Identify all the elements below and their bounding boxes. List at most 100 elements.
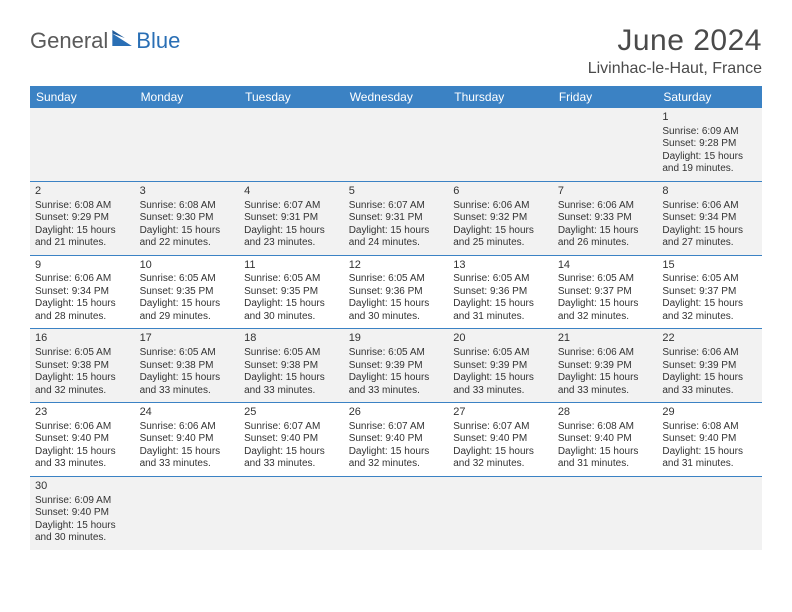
day-number: 10	[140, 259, 235, 273]
day-number: 8	[662, 185, 757, 199]
day-info-line: Sunset: 9:39 PM	[349, 360, 444, 373]
calendar-day-cell	[344, 108, 449, 181]
calendar-week-row: 1Sunrise: 6:09 AMSunset: 9:28 PMDaylight…	[30, 108, 762, 181]
day-info-line: Daylight: 15 hours	[558, 446, 653, 459]
day-info-line: Sunset: 9:38 PM	[35, 360, 130, 373]
day-info-line: and 33 minutes.	[35, 458, 130, 471]
day-info-line: Daylight: 15 hours	[35, 298, 130, 311]
calendar-day-cell: 10Sunrise: 6:05 AMSunset: 9:35 PMDayligh…	[135, 255, 240, 329]
day-info-line: and 30 minutes.	[35, 532, 130, 545]
day-info-line: Sunrise: 6:06 AM	[140, 421, 235, 434]
calendar-day-cell	[553, 108, 658, 181]
day-info-line: and 26 minutes.	[558, 237, 653, 250]
calendar-day-cell	[239, 476, 344, 549]
calendar-day-cell: 17Sunrise: 6:05 AMSunset: 9:38 PMDayligh…	[135, 329, 240, 403]
day-info-line: Daylight: 15 hours	[35, 446, 130, 459]
day-info-line: Daylight: 15 hours	[244, 225, 339, 238]
calendar-week-row: 2Sunrise: 6:08 AMSunset: 9:29 PMDaylight…	[30, 181, 762, 255]
calendar-day-cell	[239, 108, 344, 181]
calendar-day-cell: 2Sunrise: 6:08 AMSunset: 9:29 PMDaylight…	[30, 181, 135, 255]
day-number: 26	[349, 406, 444, 420]
calendar-day-cell: 24Sunrise: 6:06 AMSunset: 9:40 PMDayligh…	[135, 403, 240, 477]
day-number: 27	[453, 406, 548, 420]
day-info-line: and 27 minutes.	[662, 237, 757, 250]
day-info-line: Daylight: 15 hours	[244, 372, 339, 385]
day-info-line: Daylight: 15 hours	[662, 298, 757, 311]
day-info-line: Sunset: 9:40 PM	[35, 507, 130, 520]
day-info-line: Sunrise: 6:06 AM	[662, 347, 757, 360]
day-info-line: Sunrise: 6:07 AM	[349, 421, 444, 434]
day-info-line: Sunset: 9:37 PM	[558, 286, 653, 299]
day-info-line: Sunset: 9:40 PM	[558, 433, 653, 446]
day-info-line: Sunrise: 6:05 AM	[662, 273, 757, 286]
day-info-line: and 32 minutes.	[349, 458, 444, 471]
day-info-line: Sunrise: 6:09 AM	[662, 126, 757, 139]
day-number: 16	[35, 332, 130, 346]
day-info-line: Daylight: 15 hours	[140, 446, 235, 459]
calendar-day-cell: 23Sunrise: 6:06 AMSunset: 9:40 PMDayligh…	[30, 403, 135, 477]
day-info-line: and 33 minutes.	[140, 385, 235, 398]
title-block: June 2024 Livinhac-le-Haut, France	[588, 24, 762, 78]
day-number: 2	[35, 185, 130, 199]
day-info-line: Sunset: 9:40 PM	[140, 433, 235, 446]
day-info-line: Sunrise: 6:06 AM	[558, 200, 653, 213]
day-info-line: and 33 minutes.	[349, 385, 444, 398]
calendar-day-cell	[553, 476, 658, 549]
day-info-line: Sunset: 9:39 PM	[453, 360, 548, 373]
day-info-line: and 33 minutes.	[140, 458, 235, 471]
day-info-line: Sunrise: 6:05 AM	[244, 273, 339, 286]
day-info-line: Daylight: 15 hours	[35, 372, 130, 385]
day-number: 24	[140, 406, 235, 420]
day-info-line: Daylight: 15 hours	[349, 446, 444, 459]
day-info-line: Sunset: 9:29 PM	[35, 212, 130, 225]
weekday-header: Saturday	[657, 86, 762, 108]
day-info-line: Sunset: 9:39 PM	[558, 360, 653, 373]
day-number: 13	[453, 259, 548, 273]
day-number: 23	[35, 406, 130, 420]
weekday-header: Thursday	[448, 86, 553, 108]
day-info-line: Daylight: 15 hours	[349, 298, 444, 311]
day-info-line: and 33 minutes.	[244, 458, 339, 471]
day-number: 19	[349, 332, 444, 346]
calendar-day-cell: 4Sunrise: 6:07 AMSunset: 9:31 PMDaylight…	[239, 181, 344, 255]
weekday-header: Friday	[553, 86, 658, 108]
calendar-day-cell: 20Sunrise: 6:05 AMSunset: 9:39 PMDayligh…	[448, 329, 553, 403]
calendar-day-cell: 15Sunrise: 6:05 AMSunset: 9:37 PMDayligh…	[657, 255, 762, 329]
day-info-line: Sunset: 9:30 PM	[140, 212, 235, 225]
day-info-line: and 21 minutes.	[35, 237, 130, 250]
calendar-day-cell: 7Sunrise: 6:06 AMSunset: 9:33 PMDaylight…	[553, 181, 658, 255]
day-info-line: Daylight: 15 hours	[453, 446, 548, 459]
calendar-table: Sunday Monday Tuesday Wednesday Thursday…	[30, 86, 762, 550]
calendar-page: General Blue June 2024 Livinhac-le-Haut,…	[0, 0, 792, 560]
day-info-line: Sunrise: 6:07 AM	[453, 421, 548, 434]
day-info-line: and 29 minutes.	[140, 311, 235, 324]
day-info-line: Daylight: 15 hours	[349, 225, 444, 238]
day-number: 3	[140, 185, 235, 199]
day-info-line: Sunrise: 6:05 AM	[140, 273, 235, 286]
day-info-line: Daylight: 15 hours	[244, 446, 339, 459]
day-info-line: Daylight: 15 hours	[662, 446, 757, 459]
calendar-day-cell: 11Sunrise: 6:05 AMSunset: 9:35 PMDayligh…	[239, 255, 344, 329]
day-info-line: Sunset: 9:40 PM	[453, 433, 548, 446]
day-info-line: Sunrise: 6:06 AM	[558, 347, 653, 360]
day-number: 15	[662, 259, 757, 273]
day-info-line: and 33 minutes.	[244, 385, 339, 398]
day-info-line: Sunset: 9:35 PM	[140, 286, 235, 299]
day-info-line: and 32 minutes.	[35, 385, 130, 398]
day-number: 1	[662, 111, 757, 125]
day-info-line: and 32 minutes.	[453, 458, 548, 471]
day-info-line: Sunrise: 6:05 AM	[453, 347, 548, 360]
day-info-line: Daylight: 15 hours	[140, 225, 235, 238]
day-number: 14	[558, 259, 653, 273]
day-number: 25	[244, 406, 339, 420]
calendar-day-cell: 19Sunrise: 6:05 AMSunset: 9:39 PMDayligh…	[344, 329, 449, 403]
day-info-line: Sunrise: 6:07 AM	[244, 200, 339, 213]
day-info-line: and 31 minutes.	[453, 311, 548, 324]
day-info-line: Sunrise: 6:08 AM	[662, 421, 757, 434]
calendar-day-cell: 21Sunrise: 6:06 AMSunset: 9:39 PMDayligh…	[553, 329, 658, 403]
day-info-line: Sunrise: 6:05 AM	[349, 273, 444, 286]
calendar-day-cell: 1Sunrise: 6:09 AMSunset: 9:28 PMDaylight…	[657, 108, 762, 181]
day-info-line: and 31 minutes.	[558, 458, 653, 471]
day-info-line: Daylight: 15 hours	[453, 372, 548, 385]
day-info-line: and 33 minutes.	[453, 385, 548, 398]
